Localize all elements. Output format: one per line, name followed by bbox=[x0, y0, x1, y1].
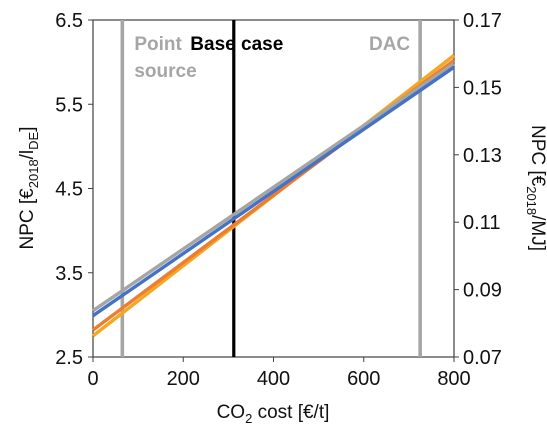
x-tick-label: 800 bbox=[437, 368, 470, 390]
x-tick-label: 400 bbox=[257, 368, 290, 390]
y-right-tick-label: 0.13 bbox=[463, 145, 502, 167]
series-line bbox=[92, 62, 455, 313]
reference-label: DAC bbox=[369, 34, 410, 55]
series-lines bbox=[91, 54, 456, 338]
y-left-tick-label: 2.5 bbox=[55, 347, 83, 369]
y-left-axis-ticks: 2.5 3.5 4.5 5.5 6.5 bbox=[55, 10, 93, 369]
y-left-tick-label: 5.5 bbox=[55, 94, 83, 116]
reference-label: Base case bbox=[190, 34, 283, 55]
x-tick-label: 200 bbox=[167, 368, 200, 390]
x-axis-title: CO2 cost [€/t] bbox=[217, 402, 330, 426]
y-right-axis-title: NPC [€2018/MJ] bbox=[524, 125, 547, 251]
y-left-tick-label: 3.5 bbox=[55, 263, 83, 285]
x-tick-label: 0 bbox=[87, 368, 98, 390]
y-right-tick-label: 0.11 bbox=[463, 212, 500, 234]
x-axis-ticks: 0 200 400 600 800 bbox=[87, 357, 471, 390]
y-right-tick-label: 0.09 bbox=[463, 280, 502, 302]
y-left-axis-title: NPC [€2018/lDE] bbox=[17, 126, 41, 249]
reference-label: Point bbox=[134, 34, 182, 55]
y-right-tick-label: 0.07 bbox=[463, 347, 502, 369]
reference-labels: Point source Base case DAC bbox=[134, 34, 410, 82]
y-right-tick-label: 0.15 bbox=[463, 77, 502, 99]
y-left-tick-label: 4.5 bbox=[55, 179, 83, 201]
series-line bbox=[92, 65, 455, 318]
y-right-axis-ticks: 0.07 0.09 0.11 0.13 0.15 0.17 bbox=[454, 10, 502, 369]
reference-label: source bbox=[134, 61, 196, 82]
reference-lines bbox=[120, 20, 422, 357]
y-left-tick-label: 6.5 bbox=[55, 10, 83, 32]
y-right-tick-label: 0.17 bbox=[463, 10, 502, 32]
x-tick-label: 600 bbox=[347, 368, 380, 390]
